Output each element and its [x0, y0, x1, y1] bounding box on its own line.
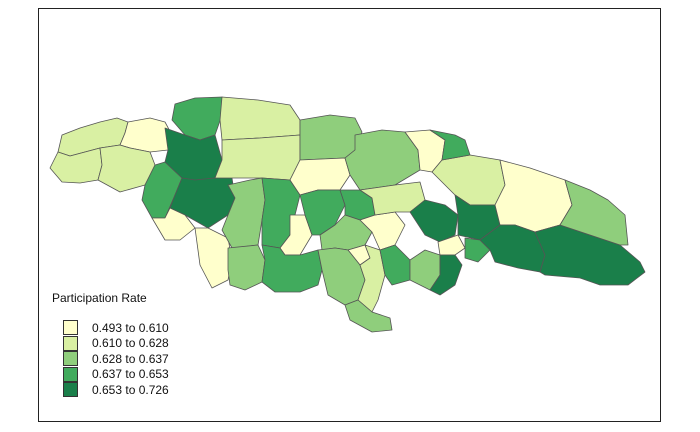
legend-swatch [63, 351, 78, 367]
legend-item: 0.610 to 0.628 [52, 335, 169, 352]
map-legend: Participation Rate 0.493 to 0.610 0.610 … [52, 291, 169, 398]
legend-item: 0.637 to 0.653 [52, 366, 169, 383]
map-region [344, 299, 393, 333]
map-region [151, 207, 196, 241]
region-layer [49, 96, 646, 333]
map-region [494, 159, 573, 233]
map-region [261, 244, 323, 293]
map-region [214, 134, 301, 181]
legend-label: 0.653 to 0.726 [92, 382, 169, 397]
map-region [227, 244, 266, 291]
map-region [119, 117, 173, 153]
legend-swatch [63, 366, 78, 382]
legend-item: 0.653 to 0.726 [52, 382, 169, 398]
legend-label: 0.493 to 0.610 [92, 320, 169, 335]
map-region [409, 199, 459, 243]
map-region [431, 154, 506, 206]
legend-label: 0.610 to 0.628 [92, 336, 169, 351]
legend-item: 0.628 to 0.637 [52, 351, 169, 367]
legend-title: Participation Rate [52, 291, 147, 305]
legend-label: 0.628 to 0.637 [92, 351, 169, 366]
map-region [437, 234, 466, 256]
map-region [379, 244, 411, 286]
map-region [429, 254, 463, 296]
map-region [219, 96, 301, 141]
legend-swatch [63, 382, 78, 398]
legend-item: 0.493 to 0.610 [52, 320, 169, 336]
map-region [429, 129, 471, 161]
legend-label: 0.637 to 0.653 [92, 367, 169, 382]
legend-swatch [63, 320, 78, 336]
map-region [559, 179, 629, 246]
map-region [289, 157, 351, 196]
legend-swatch [63, 335, 78, 351]
map-region [344, 129, 421, 191]
